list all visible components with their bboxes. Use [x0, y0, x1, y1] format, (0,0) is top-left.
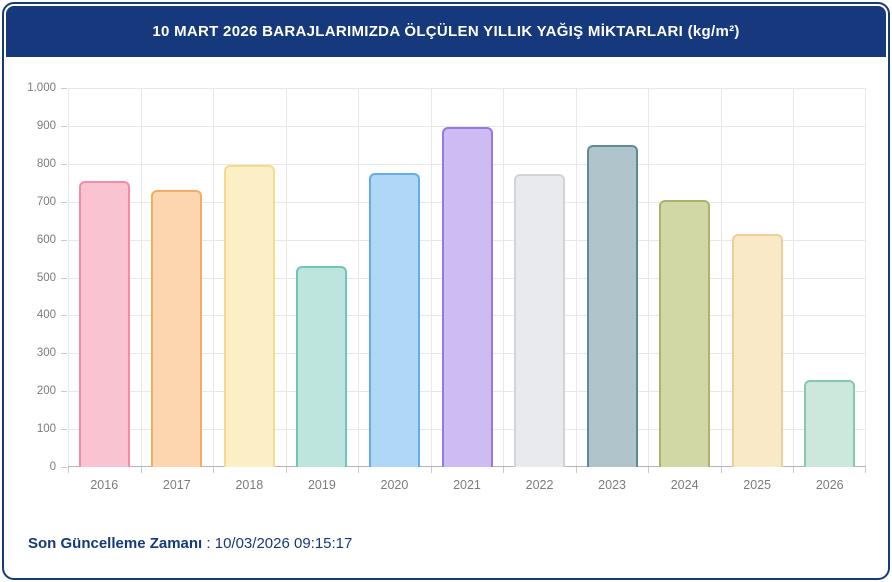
x-axis-tick-label: 2026: [815, 478, 844, 492]
last-update-value: 10/03/2026 09:15:17: [214, 535, 353, 552]
y-axis-tick-label: 700: [36, 195, 56, 208]
bar-chart: 0 100 200 300 400 500 600 700 800 900 1.000 2016 201…: [4, 4, 888, 578]
x-axis-tick-label: 2017: [162, 478, 191, 492]
x-axis-tick-mark: [68, 467, 69, 473]
x-axis-tick-mark: [503, 467, 505, 473]
y-axis-tick-label: 400: [36, 309, 56, 322]
x-axis-tick-mark: [720, 467, 722, 473]
y-axis-tick-mark: [61, 391, 67, 393]
x-axis-tick-mark: [648, 467, 650, 473]
x-axis-tick-label: 2024: [670, 478, 699, 492]
y-axis-tick-label: 1.000: [27, 82, 56, 94]
bar-2025[interactable]: [731, 233, 783, 467]
y-axis-tick-mark: [61, 239, 67, 241]
bar-2020[interactable]: [368, 172, 420, 467]
y-axis-tick-label: 0: [49, 461, 56, 473]
bar-2018[interactable]: [223, 164, 275, 467]
y-axis-tick-label: 600: [36, 233, 56, 246]
x-axis-tick-label: 2025: [743, 478, 772, 492]
bar-2023[interactable]: [586, 145, 638, 467]
x-axis-tick-label: 2019: [307, 478, 336, 492]
gridline-horizontal: [68, 125, 866, 127]
plot-area: [68, 88, 866, 467]
x-axis-tick-label: 2020: [380, 478, 409, 492]
y-axis-tick-mark: [61, 315, 67, 317]
bar-2019[interactable]: [296, 265, 348, 467]
y-axis-tick-mark: [61, 88, 67, 89]
y-axis-tick-label: 300: [36, 347, 56, 360]
bar-2022[interactable]: [514, 174, 566, 467]
x-axis-tick-mark: [575, 467, 577, 473]
x-axis-tick-mark: [430, 467, 432, 473]
bar-2016[interactable]: [78, 180, 130, 467]
bar-2024[interactable]: [659, 199, 711, 467]
bar-2021[interactable]: [441, 126, 493, 467]
x-axis-tick-mark: [865, 467, 866, 473]
x-axis-tick-mark: [285, 467, 287, 473]
y-axis-tick-label: 800: [36, 157, 56, 170]
last-update-separator: :: [202, 535, 215, 552]
y-axis-tick-label: 200: [36, 385, 56, 398]
x-axis-tick-mark: [793, 467, 795, 473]
bar-2017[interactable]: [151, 189, 203, 467]
last-update-label: Son Güncelleme Zamanı: [28, 535, 203, 552]
x-axis-tick-label: 2018: [235, 478, 264, 492]
y-axis-tick-label: 900: [36, 119, 56, 132]
chart-title: 10 MART 2026 BARAJLARIMIZDA ÖLÇÜLEN YILL…: [152, 23, 740, 40]
y-axis-tick-mark: [61, 467, 67, 468]
x-axis-tick-mark: [213, 467, 215, 473]
y-axis-tick-mark: [61, 201, 67, 203]
gridline-horizontal: [68, 88, 866, 89]
y-axis-tick-mark: [61, 353, 67, 355]
y-axis-tick-label: 500: [36, 271, 56, 284]
x-axis-tick-label: 2021: [453, 478, 481, 492]
x-axis-tick-label: 2016: [90, 478, 119, 492]
x-axis-tick-mark: [140, 467, 142, 473]
x-axis-tick-label: 2023: [598, 478, 626, 492]
y-axis-tick-mark: [61, 429, 67, 431]
x-axis-tick-mark: [358, 467, 360, 473]
y-axis-tick-mark: [61, 163, 67, 165]
y-axis-tick-mark: [61, 277, 67, 279]
bar-2026[interactable]: [804, 379, 856, 467]
chart-header: 10 MART 2026 BARAJLARIMIZDA ÖLÇÜLEN YILL…: [6, 6, 886, 57]
x-axis-tick-label: 2022: [525, 478, 554, 492]
y-axis-tick-label: 100: [36, 423, 56, 436]
last-update-line: Son Güncelleme Zamanı : 10/03/2026 09:15…: [28, 535, 352, 552]
y-axis-tick-mark: [61, 125, 67, 127]
